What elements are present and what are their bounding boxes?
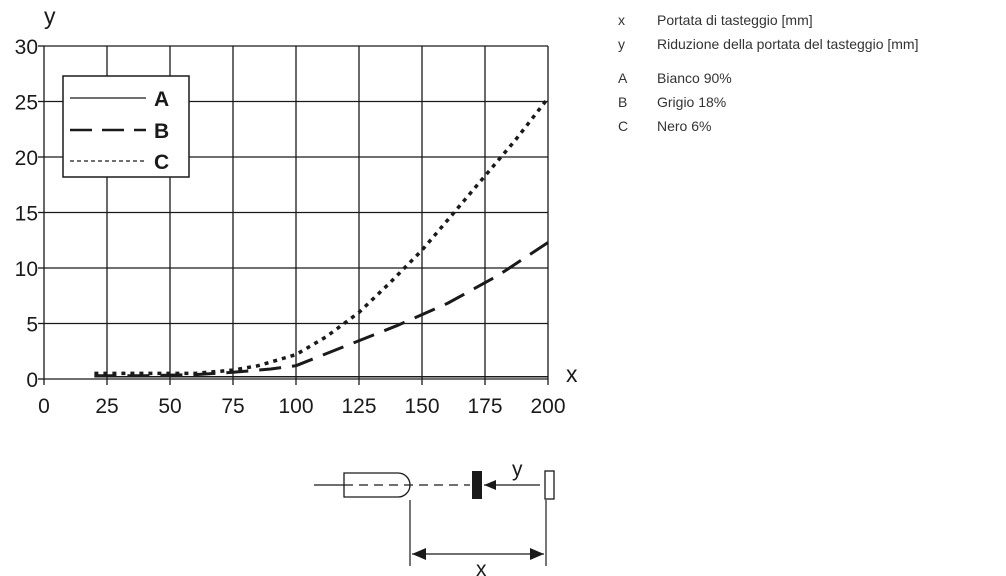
y-tick-label: 30 [15,36,38,59]
key-text: Portata di tasteggio [mm] [657,12,813,28]
legend-label-a: A [154,88,169,111]
key-text: Bianco 90% [657,70,732,86]
distance-arrow-right-icon [530,548,544,560]
legend-box [62,75,190,178]
x-tick-label: 75 [221,395,244,418]
chart-legend: A B C [62,75,190,178]
key-symbol: y [618,36,625,52]
key-item-x: x Portata di tasteggio [mm] [618,8,918,32]
x-axis-label: x [566,361,578,387]
key-text: Grigio 18% [657,94,727,110]
y-tick-label: 20 [15,147,38,170]
legend-label-c: C [154,151,169,174]
sensor-body [343,472,411,498]
y-tick-label: 5 [26,314,38,337]
key-symbol: x [618,12,625,28]
y-tick-label: 0 [26,369,38,392]
x-tick-label: 200 [530,395,565,418]
y-axis-label: y [44,3,56,29]
key-item-b: B Grigio 18% [618,90,918,114]
x-tick-labels: 0 25 50 75 100 125 150 175 200 [38,395,565,418]
key-symbol: C [618,118,629,134]
legend-label-b: B [154,120,169,143]
x-tick-label: 100 [278,395,313,418]
chart-series [94,97,550,378]
key-item-a: A Bianco 90% [618,66,918,90]
key-symbol: B [618,94,628,110]
x-tick-label: 150 [404,395,439,418]
x-tick-label: 25 [95,395,118,418]
y-tick-label: 10 [15,258,38,281]
chart-key: x Portata di tasteggio [mm] y Riduzione de… [618,8,918,138]
schematic-y-label: y [512,458,523,481]
reference-target [544,470,555,500]
chart-grid [38,45,549,385]
y-tick-label: 25 [15,92,38,115]
y-tick-label: 15 [15,203,38,226]
key-item-y: y Riduzione della portata del tasteggio [… [618,32,918,56]
series-line-b [94,241,549,378]
x-tick-label: 0 [38,395,50,418]
key-text: Riduzione della portata del tasteggio [m… [657,36,919,52]
reduction-arrow-head-icon [484,480,496,490]
y-tick-labels: 0 5 10 15 20 25 30 [15,36,38,392]
key-symbol: A [618,70,628,86]
key-text: Nero 6% [657,118,712,134]
sensor-marker-target [472,471,482,499]
x-tick-label: 125 [341,395,376,418]
x-tick-label: 50 [158,395,181,418]
x-tick-label: 175 [467,395,502,418]
sensor-schematic: y x [314,458,555,576]
distance-arrow-left-icon [412,548,426,560]
schematic-x-label: x [476,558,487,576]
key-item-c: C Nero 6% [618,114,918,138]
